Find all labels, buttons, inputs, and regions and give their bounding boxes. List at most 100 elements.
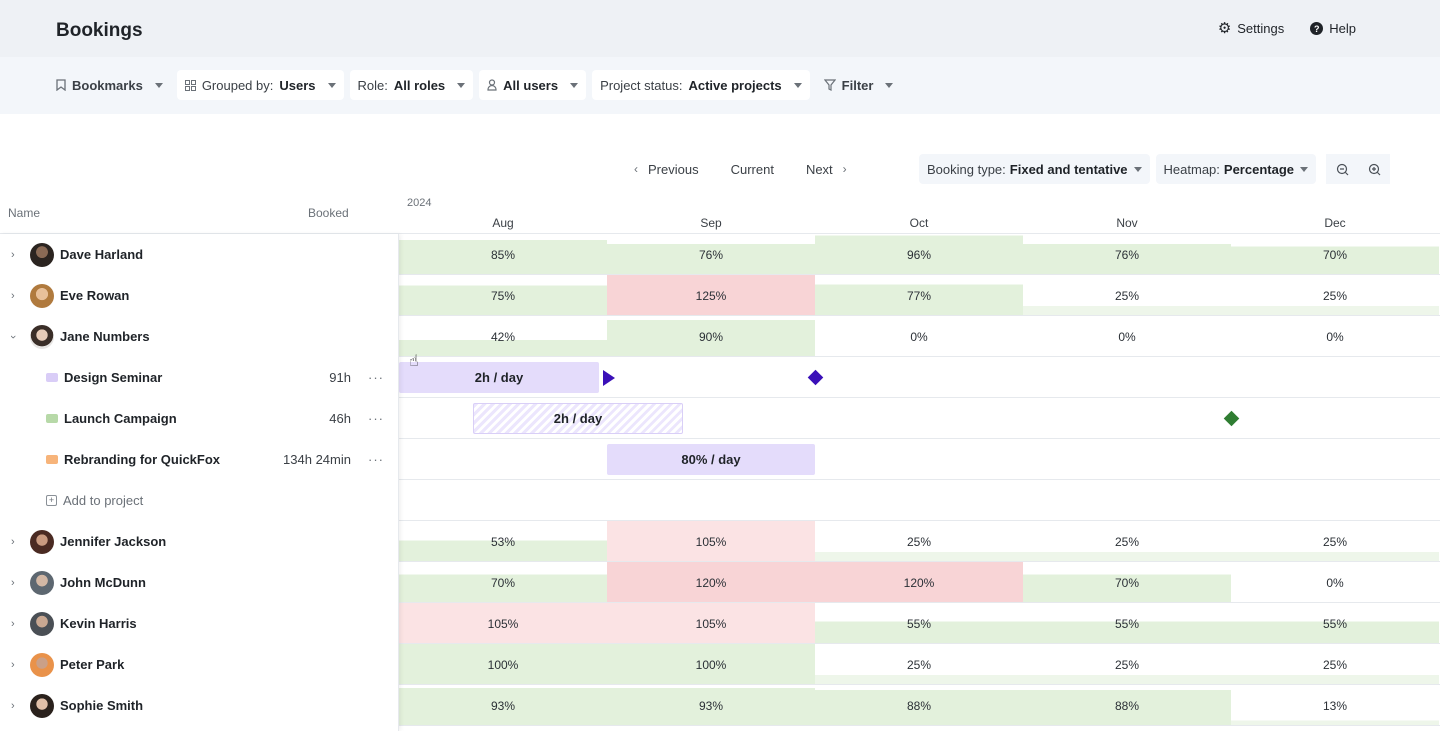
milestone-start-icon[interactable] <box>603 370 615 386</box>
heatmap-cell[interactable]: 70% <box>1023 562 1231 603</box>
project-row-design-seminar[interactable]: Design Seminar 91h ··· <box>0 357 399 398</box>
project-row-launch-campaign[interactable]: Launch Campaign 46h ··· <box>0 398 399 439</box>
row-divider <box>0 315 1440 316</box>
user-row-kevin-harris[interactable]: › Kevin Harris <box>0 603 399 644</box>
grouped-by-dropdown[interactable]: Grouped by: Users <box>176 70 344 100</box>
heatmap-cell[interactable]: 93% <box>399 685 607 726</box>
user-row-jane-numbers[interactable]: › Jane Numbers <box>0 316 399 357</box>
heatmap-cell[interactable]: 105% <box>607 603 815 644</box>
chevron-right-icon[interactable]: › <box>11 535 15 548</box>
heatmap-cell[interactable]: 25% <box>1023 644 1231 685</box>
heatmap-cell[interactable]: 25% <box>815 644 1023 685</box>
heatmap-cell[interactable]: 75% <box>399 275 607 316</box>
more-options-icon[interactable]: ··· <box>368 370 384 385</box>
heatmap-cell[interactable]: 25% <box>1023 275 1231 316</box>
project-row-rebranding[interactable]: Rebranding for QuickFox 134h 24min ··· <box>0 439 399 480</box>
filter-dropdown[interactable]: Filter <box>815 70 902 100</box>
chevron-right-icon[interactable]: › <box>11 289 15 302</box>
caret-down-icon <box>327 82 336 88</box>
heatmap-cell[interactable]: 76% <box>1023 234 1231 275</box>
chevron-right-icon[interactable]: › <box>11 658 15 671</box>
booked-column-header[interactable]: Booked <box>308 206 349 220</box>
heatmap-cell[interactable]: 25% <box>1231 644 1439 685</box>
booking-bar-launch-campaign[interactable]: 2h / day <box>473 403 683 434</box>
heatmap-dropdown[interactable]: Heatmap: Percentage <box>1155 154 1316 184</box>
heatmap-cell[interactable]: 70% <box>1231 234 1439 275</box>
heatmap-cell[interactable]: 55% <box>1023 603 1231 644</box>
heatmap-cell[interactable]: 70% <box>399 562 607 603</box>
heatmap-cell[interactable]: 42% <box>399 316 607 357</box>
heatmap-cell[interactable]: 25% <box>1231 275 1439 316</box>
heatmap-cell[interactable]: 76% <box>607 234 815 275</box>
period-navigation: ‹ Previous Current Next › <box>634 154 847 184</box>
project-color-swatch <box>46 373 58 382</box>
user-name: Kevin Harris <box>60 616 137 631</box>
settings-button[interactable]: ⚙ Settings <box>1218 21 1284 36</box>
heatmap-cell[interactable]: 25% <box>1023 521 1231 562</box>
heatmap-cell[interactable]: 100% <box>399 644 607 685</box>
heatmap-cell[interactable]: 120% <box>607 562 815 603</box>
booking-bar-label: 2h / day <box>553 411 603 426</box>
chevron-right-icon[interactable]: › <box>11 576 15 589</box>
zoom-out-button[interactable] <box>1326 154 1358 184</box>
help-button[interactable]: ? Help <box>1310 21 1356 36</box>
role-dropdown[interactable]: Role: All roles <box>349 70 474 100</box>
current-button[interactable]: Current <box>731 162 774 177</box>
project-status-dropdown[interactable]: Project status: Active projects <box>592 70 810 100</box>
heatmap-cell[interactable]: 55% <box>1231 603 1439 644</box>
more-options-icon[interactable]: ··· <box>368 411 384 426</box>
heatmap-cell[interactable]: 105% <box>399 603 607 644</box>
heatmap-cell[interactable]: 25% <box>815 521 1023 562</box>
users-dropdown[interactable]: All users <box>479 70 587 100</box>
heatmap-cell[interactable]: 93% <box>607 685 815 726</box>
heatmap-cell[interactable]: 0% <box>1118 329 1136 344</box>
zoom-in-button[interactable] <box>1358 154 1390 184</box>
bookmarks-label: Bookmarks <box>72 77 143 93</box>
heatmap-cell[interactable]: 77% <box>815 275 1023 316</box>
row-divider <box>0 561 1440 562</box>
heatmap-cell[interactable]: 88% <box>815 685 1023 726</box>
user-row-jennifer-jackson[interactable]: › Jennifer Jackson <box>0 521 399 562</box>
heatmap-cell[interactable]: 0% <box>910 329 928 344</box>
next-button[interactable]: Next › <box>806 162 847 177</box>
chevron-right-icon[interactable]: › <box>11 699 15 712</box>
caret-down-icon <box>154 82 163 88</box>
heatmap-cell[interactable]: 88% <box>1023 685 1231 726</box>
heatmap-cell[interactable]: 96% <box>815 234 1023 275</box>
heatmap-cell[interactable]: 105% <box>607 521 815 562</box>
heatmap-cell[interactable]: 53% <box>399 521 607 562</box>
heatmap-cell[interactable]: 13% <box>1231 685 1439 726</box>
heatmap-cell[interactable]: 90% <box>607 316 815 357</box>
more-options-icon[interactable]: ··· <box>368 452 384 467</box>
heatmap-cell[interactable]: 55% <box>815 603 1023 644</box>
row-divider <box>0 479 1440 480</box>
name-column-header[interactable]: Name <box>8 206 41 220</box>
heatmap-cell[interactable]: 0% <box>1326 329 1344 344</box>
user-row-eve-rowan[interactable]: › Eve Rowan <box>0 275 399 316</box>
previous-button[interactable]: ‹ Previous <box>634 162 699 177</box>
heatmap-cell[interactable]: 25% <box>1231 521 1439 562</box>
resource-list <box>0 234 399 731</box>
milestone-diamond-icon[interactable] <box>807 369 824 386</box>
caret-down-icon <box>1300 166 1308 172</box>
heatmap-cell[interactable]: 100% <box>607 644 815 685</box>
booking-bar-rebranding[interactable]: 80% / day <box>607 444 815 475</box>
heatmap-cell[interactable]: 85% <box>399 234 607 275</box>
bookmarks-dropdown[interactable]: Bookmarks <box>48 70 171 100</box>
project-name: Design Seminar <box>64 370 163 385</box>
add-to-project-button[interactable]: + Add to project <box>46 493 143 508</box>
user-row-peter-park[interactable]: › Peter Park <box>0 644 399 685</box>
user-row-dave-harland[interactable]: › Dave Harland <box>0 234 399 275</box>
chevron-right-icon[interactable]: › <box>11 248 15 261</box>
project-name: Rebranding for QuickFox <box>64 452 221 467</box>
chevron-down-icon[interactable]: › <box>6 334 19 339</box>
user-row-sophie-smith[interactable]: › Sophie Smith <box>0 685 399 726</box>
user-row-john-mcdunn[interactable]: › John McDunn <box>0 562 399 603</box>
heatmap-cell[interactable]: 125% <box>607 275 815 316</box>
booking-bar-design-seminar[interactable]: 2h / day <box>399 362 599 393</box>
chevron-right-icon[interactable]: › <box>11 617 15 630</box>
heatmap-cell[interactable]: 120% <box>815 562 1023 603</box>
heatmap-cell[interactable]: 0% <box>1326 575 1344 590</box>
booking-type-dropdown[interactable]: Booking type: Fixed and tentative <box>919 154 1150 184</box>
milestone-diamond-icon[interactable] <box>1223 410 1240 427</box>
